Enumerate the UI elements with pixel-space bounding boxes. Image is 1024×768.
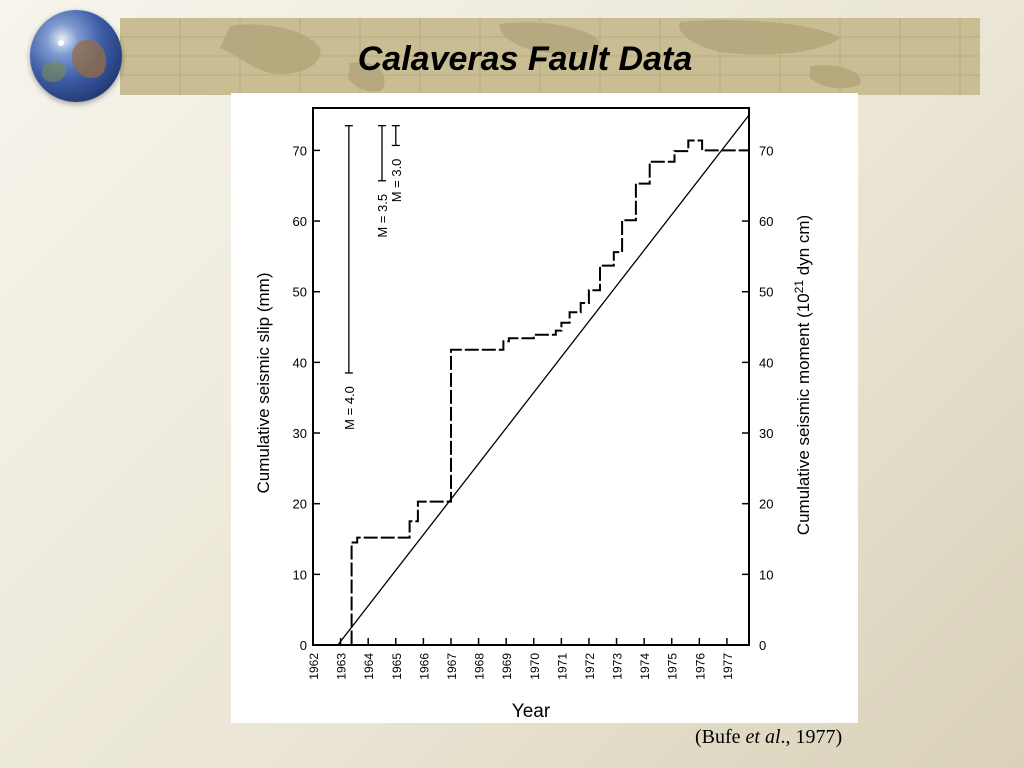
y-tick-label-left: 40 (293, 355, 307, 370)
magnitude-label: M = 3.5 (375, 194, 390, 238)
x-tick-label: 1977 (721, 653, 735, 680)
y-axis-right-label-superscript: 21 (792, 280, 806, 294)
magnitude-label: M = 3.0 (389, 159, 404, 203)
x-axis: 1962 1963 1964 1965 1966 1967 1968 1969 1970 1971… (307, 638, 735, 680)
y-axis-left-label: Cumulative seismic slip (mm) (254, 272, 273, 493)
x-tick-label: 1976 (693, 653, 707, 680)
x-tick-label: 1965 (390, 653, 404, 680)
y-axis-right: 0 10 20 30 40 50 60 70 (742, 143, 773, 653)
magnitude-scale-bars: M = 4.0 M = 3.5M = 3.0 (342, 125, 404, 430)
chart-panel: 0 10 20 30 40 50 60 70 0 10 20 30 40 50 60 70 1962 1963… (231, 93, 858, 723)
x-tick-label: 1969 (500, 653, 514, 680)
y-tick-label-right: 50 (759, 285, 773, 300)
y-axis-right-label: Cumulative seismic moment (1021 dyn cm) (792, 215, 813, 535)
magnitude-label: M = 4.0 (342, 386, 357, 430)
y-tick-label-right: 0 (759, 638, 766, 653)
x-tick-label: 1963 (335, 653, 349, 680)
cumulative-slip-step-line (335, 139, 749, 646)
title-banner (120, 18, 980, 95)
y-tick-label-left: 70 (293, 143, 307, 158)
plot-border (312, 107, 750, 646)
y-tick-label-right: 40 (759, 355, 773, 370)
y-tick-label-right: 30 (759, 426, 773, 441)
y-tick-label-left: 20 (293, 497, 307, 512)
x-tick-label: 1974 (638, 653, 652, 680)
y-tick-label-left: 10 (293, 567, 307, 582)
series-group (335, 114, 750, 646)
trend-line (337, 114, 750, 646)
y-tick-label-left: 60 (293, 214, 307, 229)
y-tick-label-left: 30 (293, 426, 307, 441)
x-axis-label: Year (512, 701, 551, 722)
x-tick-label: 1971 (555, 653, 569, 680)
y-axis-left: 0 10 20 30 40 50 60 70 (293, 143, 320, 653)
x-tick-label: 1975 (666, 653, 680, 680)
x-tick-label: 1972 (583, 653, 597, 680)
y-tick-label-left: 50 (293, 285, 307, 300)
y-tick-label-left: 0 (300, 638, 307, 653)
x-tick-label: 1964 (362, 653, 376, 680)
y-tick-label-right: 60 (759, 214, 773, 229)
x-tick-label: 1967 (445, 653, 459, 680)
cumulative-slip-chart: 0 10 20 30 40 50 60 70 0 10 20 30 40 50 60 70 1962 1963… (254, 107, 813, 722)
slide-title: Calaveras Fault Data (357, 40, 693, 78)
globe-logo-icon (30, 10, 122, 102)
x-tick-label: 1973 (611, 653, 625, 680)
x-tick-label: 1962 (307, 653, 321, 680)
x-tick-label: 1968 (473, 653, 487, 680)
x-tick-label: 1970 (528, 653, 542, 680)
y-tick-label-right: 20 (759, 497, 773, 512)
citation: (Bufe et al., 1977) (695, 726, 843, 748)
y-tick-label-right: 70 (759, 143, 773, 158)
plot-frame (312, 107, 750, 646)
world-map-grid (120, 18, 980, 95)
y-tick-label-right: 10 (759, 567, 773, 582)
x-tick-label: 1966 (417, 653, 431, 680)
